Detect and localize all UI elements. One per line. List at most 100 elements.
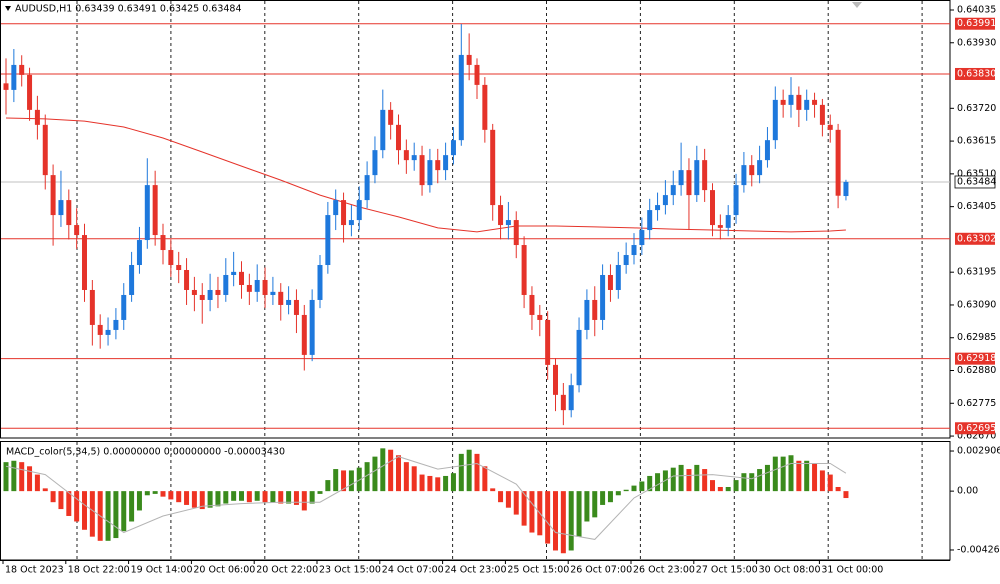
y-tick-label: 0.64035 — [957, 4, 996, 15]
macd-bar — [780, 456, 786, 492]
candle-body — [623, 255, 629, 266]
macd-bar — [34, 474, 40, 492]
candle-body — [403, 150, 409, 161]
y-tick-label: 0.63615 — [957, 136, 996, 147]
candle-body — [380, 109, 386, 151]
macd-bar — [144, 491, 150, 496]
candle-body — [568, 385, 574, 411]
candle-body — [788, 94, 794, 105]
y-tick-label: 0.62670 — [957, 431, 996, 442]
candle-body — [191, 289, 197, 295]
candle-body — [152, 185, 158, 236]
macd-bar — [121, 491, 127, 532]
chart-title: AUDUSD,H1 0.63439 0.63491 0.63425 0.6348… — [15, 4, 242, 15]
macd-bar — [686, 469, 692, 492]
macd-bar — [66, 491, 72, 516]
candle-body — [843, 181, 849, 197]
candle-body — [270, 291, 276, 295]
candle-body — [827, 124, 833, 130]
level-label-box — [955, 232, 995, 245]
macd-bar — [545, 491, 551, 544]
candle-body — [592, 299, 598, 320]
y-tick-label: 0.62880 — [957, 365, 996, 376]
macd-bar — [317, 491, 323, 494]
macd-bar — [333, 469, 339, 492]
x-tick-label: 24 Oct 07:00 — [382, 565, 444, 576]
candle-body — [505, 220, 511, 226]
level-label-box — [955, 352, 995, 365]
candle-body — [576, 329, 582, 386]
candle-body — [749, 165, 755, 176]
macd-bar — [356, 467, 362, 492]
candle-body — [450, 140, 456, 156]
candle-body — [286, 299, 292, 305]
macd-bar — [772, 456, 778, 492]
macd-bar — [50, 491, 56, 503]
macd-bar — [301, 491, 307, 511]
macd-bar — [694, 464, 700, 492]
candle-body — [443, 155, 449, 171]
macd-bar — [678, 464, 684, 492]
candle-body — [89, 289, 95, 325]
candle-body — [804, 99, 810, 110]
level-label: 0.63302 — [957, 233, 996, 244]
collapse-arrow[interactable] — [5, 6, 11, 11]
candle-body — [702, 160, 708, 191]
macd-bar — [3, 462, 9, 492]
macd-bar — [372, 456, 378, 492]
macd-bar — [702, 469, 708, 492]
candle-body — [160, 235, 166, 251]
candle-body — [411, 155, 417, 161]
candle-body — [11, 64, 17, 90]
y-tick-label: 0.63510 — [957, 168, 996, 179]
x-tick-label: 20 Oct 06:00 — [193, 565, 255, 576]
candle-body — [584, 299, 590, 330]
candle-body — [66, 200, 72, 226]
candle-body — [796, 94, 802, 110]
candle-body — [223, 274, 229, 295]
y-tick-label: 0.62985 — [957, 332, 996, 343]
scroll-marker[interactable] — [852, 2, 862, 8]
macd-bar — [341, 470, 347, 492]
macd-bar — [529, 491, 535, 533]
macd-bar — [568, 491, 574, 551]
macd-bar — [411, 466, 417, 492]
macd-bar — [490, 488, 496, 492]
x-tick-label: 31 Oct 00:00 — [821, 565, 883, 576]
macd-bar — [710, 480, 715, 492]
candle-body — [239, 271, 244, 285]
y-tick-label: 0.63930 — [957, 37, 996, 48]
candle-body — [27, 74, 33, 110]
current-price-box — [954, 175, 996, 189]
macd-bar — [647, 475, 653, 492]
y-tick-label: 0.63720 — [957, 103, 996, 114]
candle-body — [435, 160, 441, 171]
macd-bar — [364, 462, 370, 492]
macd-bar — [819, 470, 825, 492]
candle-body — [246, 284, 252, 292]
candle-body — [293, 299, 299, 315]
macd-bar — [427, 475, 433, 492]
indicator-title: MACD_color(5,34,5) 0.00000000 0.00000000… — [6, 447, 285, 458]
candle-body — [639, 230, 645, 246]
candle-body — [537, 314, 543, 320]
candle-body — [835, 129, 841, 196]
candle-body — [498, 205, 504, 226]
macd-bar — [152, 491, 158, 494]
macd-bar — [505, 491, 511, 508]
macd-bar — [757, 469, 763, 492]
macd-bar — [466, 449, 472, 492]
current-price-label: 0.63484 — [957, 176, 996, 187]
candle-body — [545, 319, 551, 365]
macd-bar — [325, 480, 331, 492]
macd-signal-line — [5, 456, 847, 540]
candle-body — [333, 200, 339, 216]
level-label-box — [955, 17, 995, 30]
candle-body — [34, 109, 40, 125]
candle-body — [780, 99, 786, 105]
candle-body — [529, 294, 535, 315]
candle-body — [176, 265, 182, 271]
candle-body — [262, 279, 268, 295]
candle-body — [458, 54, 464, 141]
x-tick-label: 18 Oct 2023 — [5, 565, 64, 576]
